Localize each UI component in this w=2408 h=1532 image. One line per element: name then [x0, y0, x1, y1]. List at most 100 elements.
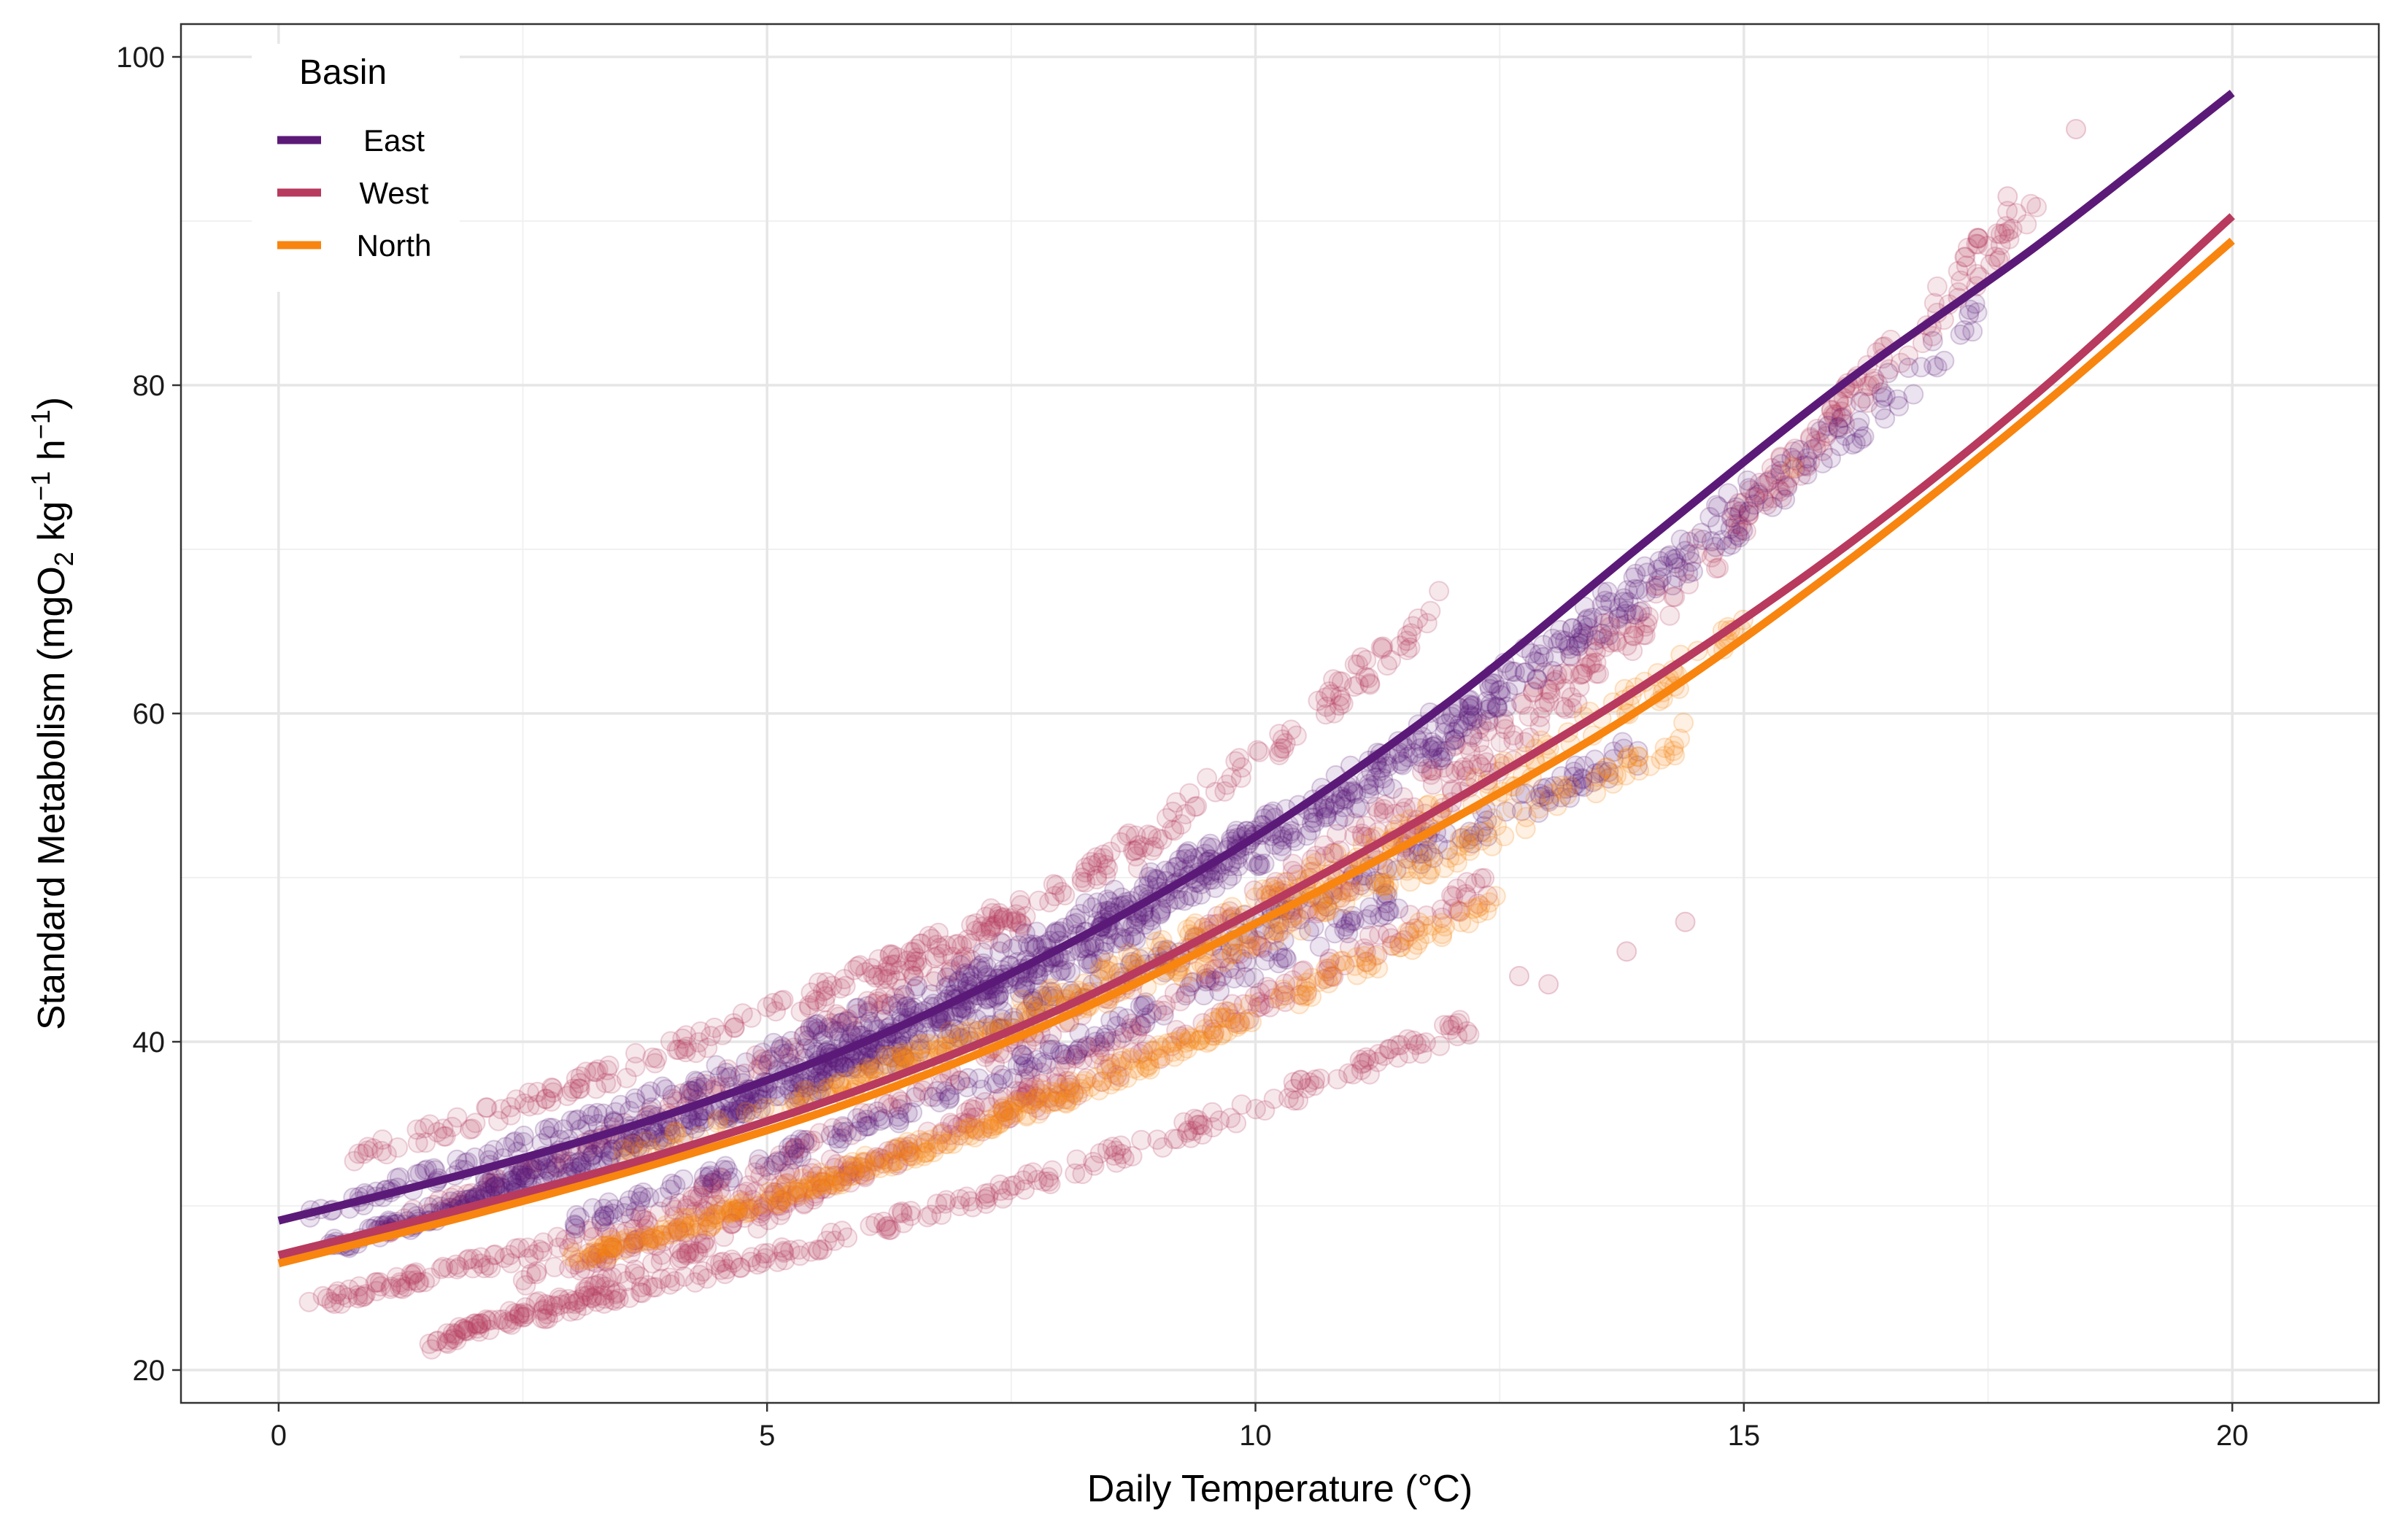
data-point [695, 1070, 717, 1091]
data-point [685, 1076, 706, 1097]
data-point [659, 1267, 680, 1288]
data-point [1898, 345, 1919, 366]
data-point [979, 1113, 1000, 1134]
data-point [1186, 796, 1208, 817]
data-point [1456, 886, 1478, 908]
data-point [1054, 1088, 1075, 1110]
data-point [900, 941, 921, 962]
data-point [564, 1254, 585, 1275]
data-point [1850, 391, 1871, 412]
data-point [1994, 223, 2015, 244]
data-point [965, 1096, 986, 1118]
data-point [884, 1139, 906, 1160]
data-point [1467, 893, 1489, 914]
data-point [1096, 1059, 1117, 1080]
data-point [566, 1300, 587, 1321]
data-point [525, 1292, 547, 1313]
data-point [1012, 1087, 1033, 1108]
data-point [797, 1178, 818, 1199]
data-point [1548, 632, 1569, 654]
data-point [1196, 964, 1217, 985]
data-point [1397, 1029, 1419, 1050]
data-point [1092, 961, 1114, 982]
data-point [1203, 959, 1224, 980]
data-point [584, 1061, 605, 1083]
data-point [624, 1264, 645, 1284]
data-point [1150, 1048, 1170, 1069]
data-point [1283, 1072, 1304, 1093]
data-point [1635, 616, 1656, 637]
data-point [840, 1172, 861, 1193]
data-point [587, 1247, 607, 1269]
data-point [1449, 901, 1470, 922]
data-point [712, 1251, 733, 1272]
data-point [1217, 1001, 1238, 1022]
data-point [956, 1102, 977, 1123]
data-point [1359, 1064, 1380, 1085]
data-point [520, 1264, 541, 1285]
data-point [1367, 944, 1388, 965]
data-point [773, 989, 794, 1010]
data-point [830, 978, 851, 999]
data-point [939, 962, 960, 983]
data-point [697, 1037, 718, 1059]
data-point [674, 1039, 695, 1059]
data-point [1351, 1053, 1373, 1075]
data-point [755, 1051, 776, 1072]
data-point [1013, 1170, 1034, 1191]
data-point [1111, 1135, 1132, 1156]
data-point [984, 916, 1006, 937]
data-point [1204, 1022, 1224, 1042]
data-point [592, 1285, 613, 1306]
data-point [884, 987, 906, 1008]
data-point [965, 1107, 986, 1128]
data-point [665, 1220, 687, 1241]
data-point [1057, 1070, 1078, 1091]
data-point [892, 978, 913, 999]
data-point [1251, 936, 1272, 957]
data-point [1038, 1171, 1060, 1192]
data-point [1156, 808, 1177, 829]
data-point [433, 1256, 454, 1277]
data-point [1399, 1043, 1420, 1064]
data-point [1317, 967, 1338, 989]
data-point [1289, 984, 1311, 1005]
data-point [975, 1188, 996, 1210]
data-point [1017, 1164, 1038, 1185]
data-point [1347, 654, 1368, 676]
data-point [805, 1183, 826, 1204]
data-point [1473, 745, 1494, 766]
data-point [614, 1203, 635, 1223]
data-point [1010, 1081, 1031, 1102]
data-point [1699, 506, 1721, 527]
data-point [1779, 467, 1800, 488]
data-point [989, 1174, 1011, 1195]
data-point [1075, 857, 1096, 878]
data-point [662, 1222, 683, 1243]
data-point [704, 1017, 725, 1038]
data-point [647, 1048, 668, 1069]
data-point [503, 1132, 524, 1153]
data-point [1514, 662, 1535, 684]
data-point [1379, 1039, 1400, 1060]
data-point [820, 1018, 841, 1039]
data-point [701, 1026, 722, 1047]
data-point [376, 1144, 397, 1165]
data-point [1143, 836, 1165, 857]
data-point [447, 1107, 468, 1128]
data-point [1192, 1115, 1213, 1136]
data-point [1141, 825, 1162, 846]
data-point [990, 1180, 1011, 1202]
data-point [793, 1026, 814, 1047]
data-point [672, 1028, 693, 1049]
data-point [1046, 1072, 1067, 1094]
data-point [749, 1206, 771, 1227]
data-point [668, 1217, 689, 1238]
data-point [1444, 730, 1465, 751]
data-point [557, 1086, 578, 1107]
data-point [1275, 947, 1296, 968]
data-point [1708, 557, 1729, 579]
data-point [526, 1264, 547, 1285]
data-point [405, 1270, 426, 1291]
data-point [982, 902, 1003, 924]
